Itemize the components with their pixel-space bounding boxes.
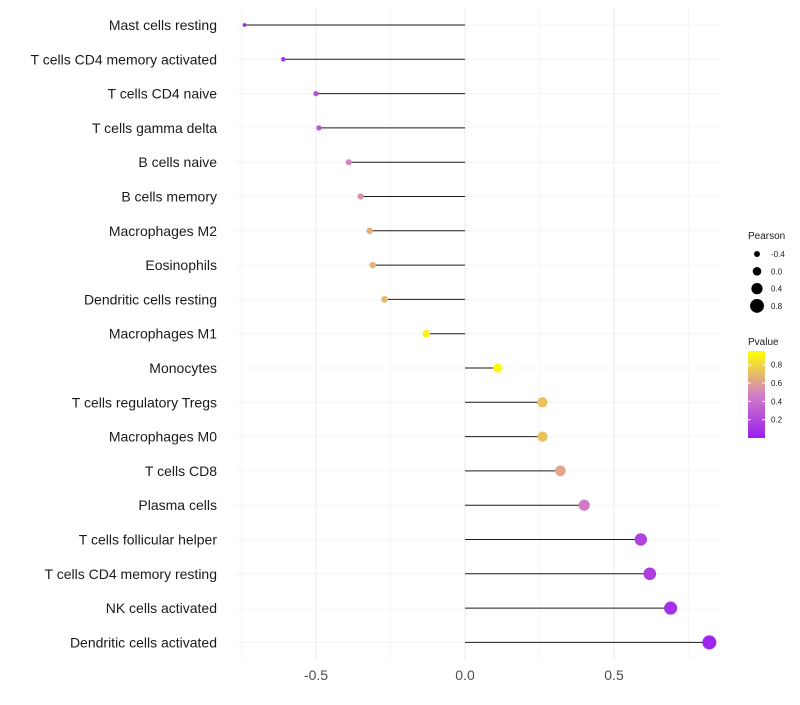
lollipop-point <box>634 533 648 546</box>
x-tick-label: -0.5 <box>304 667 328 683</box>
category-label: T cells CD8 <box>145 463 217 479</box>
size-legend-label: 0.4 <box>771 285 783 294</box>
lollipop-point <box>422 329 431 338</box>
category-label: T cells CD4 memory activated <box>31 51 217 67</box>
lollipop-point <box>664 601 678 615</box>
category-label: Dendritic cells resting <box>84 291 217 307</box>
lollipop-point <box>537 431 548 442</box>
category-label: B cells memory <box>121 189 217 205</box>
lollipop-point <box>578 499 590 511</box>
size-legend-key <box>752 267 762 276</box>
lollipop-point <box>369 261 376 269</box>
x-tick-label: 0.5 <box>604 667 624 683</box>
category-label: T cells CD4 memory resting <box>45 566 217 582</box>
lollipop-point <box>366 227 373 235</box>
lollipop-point <box>313 90 319 97</box>
color-legend-label: 0.8 <box>771 361 783 370</box>
x-tick-label: 0.0 <box>455 667 475 683</box>
category-label: T cells regulatory Tregs <box>72 394 217 410</box>
size-legend-label: 0.0 <box>771 267 783 276</box>
size-legend-key <box>750 298 764 313</box>
category-label: T cells gamma delta <box>92 120 217 136</box>
lollipop-point <box>702 635 717 650</box>
category-label: T cells follicular helper <box>79 532 218 548</box>
category-label: Dendritic cells activated <box>70 634 217 650</box>
lollipop-point <box>493 363 503 373</box>
lollipop-point <box>316 125 322 131</box>
size-legend-key <box>754 251 760 257</box>
category-label: NK cells activated <box>106 600 217 616</box>
category-label: Monocytes <box>149 360 217 376</box>
lollipop-point <box>643 567 657 581</box>
grid-lines <box>235 8 720 660</box>
category-label: Eosinophils <box>145 257 217 273</box>
lollipop-point <box>555 465 566 477</box>
lollipop-points <box>242 23 717 650</box>
category-label: Mast cells resting <box>109 17 217 33</box>
y-axis-labels: Mast cells resting T cells CD4 memory act… <box>31 17 218 650</box>
color-legend-label: 0.4 <box>771 397 783 406</box>
pvalue-color-legend: Pvalue 0.8 0.6 0.4 0.2 <box>748 337 783 438</box>
x-axis-ticks: -0.5 0.0 0.5 <box>304 667 624 683</box>
size-legend-label: 0.8 <box>771 302 783 311</box>
color-legend-label: 0.2 <box>771 416 783 425</box>
lollipop-point <box>345 159 352 166</box>
lollipop-point <box>537 397 548 408</box>
category-label: Plasma cells <box>138 497 217 513</box>
pearson-size-legend: Pearson -0.4 0.0 0.4 0.8 <box>748 231 785 313</box>
category-label: B cells naive <box>138 154 217 170</box>
color-legend-title: Pvalue <box>748 337 779 348</box>
color-legend-bar <box>748 351 765 438</box>
category-label: Macrophages M0 <box>109 429 217 445</box>
lollipop-stems <box>244 24 710 643</box>
color-legend-label: 0.6 <box>771 379 783 388</box>
size-legend-key <box>751 282 763 295</box>
lollipop-point <box>357 193 364 200</box>
lollipop-point <box>381 296 388 303</box>
size-legend-label: -0.4 <box>771 250 785 259</box>
category-label: T cells CD4 naive <box>108 86 218 102</box>
category-label: Macrophages M1 <box>109 326 217 342</box>
lollipop-point <box>280 57 286 62</box>
category-label: Macrophages M2 <box>109 223 217 239</box>
size-legend-title: Pearson <box>748 231 785 242</box>
lollipop-point <box>242 23 247 27</box>
